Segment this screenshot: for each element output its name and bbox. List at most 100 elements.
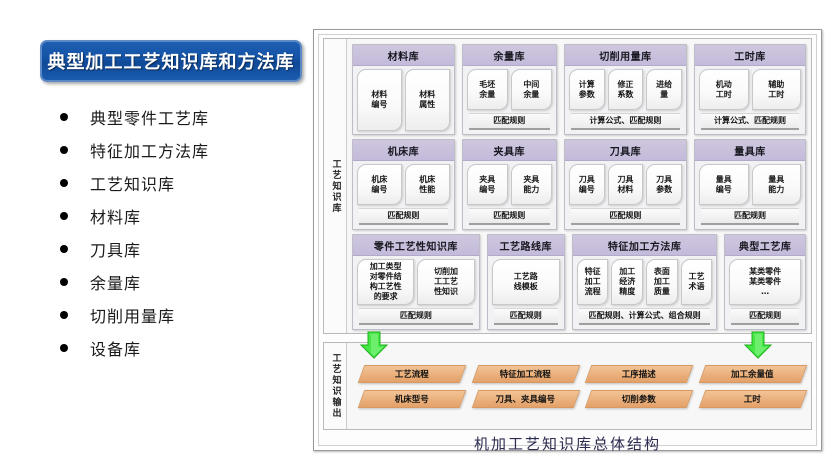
diagram-caption: 机加工艺知识库总体结构 [473,435,661,453]
kb-box[interactable]: 典型工艺库 某类零件 某类零件… 匹配规则 [724,234,806,330]
output-item[interactable]: 特征加工流程 [471,364,580,383]
kb-card[interactable]: 刀具 编号 [568,164,605,205]
kb-card[interactable]: 毛坯 余量 [466,69,508,110]
list-item: 特征加工方法库 [60,133,300,166]
kb-box[interactable]: 量具库 量具 编号 量具 能力 匹配规则 [694,139,806,230]
kb-card[interactable]: 刀具 材料 [607,164,644,205]
list-item-label: 设备库 [90,339,142,359]
output-item[interactable]: 加工余量值 [698,364,807,383]
output-item[interactable]: 工艺流程 [357,364,466,383]
kb-card-row: 加工类型 对零件结 构工艺性 的要求 切削加 工工艺 性知识 [357,259,475,305]
kb-box-title: 刀具库 [564,140,687,161]
kb-card[interactable]: 进给量 [646,69,683,110]
kb-rule-label: 匹配规则、计算公式、组合规则 [578,308,711,325]
kb-card[interactable]: 加工类型 对零件结 构工艺性 的要求 [357,259,415,305]
knowledge-base-rows: 材料库 材料 编号 材料 属性 余量库 毛坯 余量 中间 余量 匹配规则 切削用量库 计算 参数 修正 系数进… [347,39,811,333]
kb-card[interactable]: 机床 性能 [404,164,450,205]
kb-box-body: 机床 编号 机床 性能 匹配规则 [353,161,454,229]
bullet-dot-icon [60,145,68,154]
kb-card[interactable]: 机床 编号 [357,164,402,205]
kb-card[interactable]: 机动 工时 [699,69,749,110]
kb-card-row: 毛坯 余量 中间 余量 [466,69,552,110]
kb-card[interactable]: 材料 编号 [357,69,402,131]
output-row: 工艺流程 特征加工流程 工序描述 加工余量值 [357,364,807,383]
list-item: 刀具库 [60,232,300,265]
kb-box[interactable]: 刀具库刀具 编号 刀具 材料 刀具 参数匹配规则 [563,139,688,230]
kb-box[interactable]: 切削用量库 计算 参数 修正 系数 进给量计算公式、匹配规则 [563,44,688,135]
kb-box-title: 机床库 [353,140,454,161]
slide-title-banner: 典型加工工艺知识库和方法库 [40,40,302,82]
bullet-dot-icon [60,244,68,253]
kb-card-row: 刀具 编号 刀具 材料 刀具 参数 [568,164,683,205]
kb-box[interactable]: 夹具库 夹具 编号 夹具 能力 匹配规则 [461,139,557,230]
kb-card[interactable]: 中间 余量 [510,69,552,110]
bullet-dot-icon [60,178,68,187]
kb-box-body: 毛坯 余量 中间 余量 匹配规则 [463,66,556,134]
kb-card[interactable]: 量具 能力 [751,164,802,205]
kb-box[interactable]: 机床库 机床 编号 机床 性能 匹配规则 [352,139,455,230]
output-side-label-text: 工艺知识输出 [330,353,341,419]
knowledge-base-side-label-text: 工艺知识库 [330,158,341,214]
list-item: 工艺知识库 [60,166,300,199]
kb-card[interactable]: 夹具 编号 [466,164,508,205]
kb-card-row: 工艺路 线模板 [491,259,560,305]
kb-box-title: 零件工艺性知识库 [353,235,479,256]
knowledge-base-side-label: 工艺知识库 [324,39,347,333]
kb-card[interactable]: 夹具 能力 [510,164,552,205]
bullet-dot-icon [60,211,68,220]
output-side-label: 工艺知识输出 [324,343,347,429]
kb-card[interactable]: 刀具 参数 [646,164,683,205]
output-region: 工艺知识输出 工艺流程 特征加工流程 工序描述 加工余量值机床型号 刀具、夹具编号 切削参… [323,342,812,430]
down-arrow-icon [743,331,773,359]
list-item: 典型零件工艺库 [60,100,300,133]
output-item[interactable]: 工序描述 [584,364,693,383]
kb-card[interactable]: 辅助 工时 [751,69,802,110]
kb-box-title: 工艺路线库 [487,235,564,256]
output-item[interactable]: 刀具、夹具编号 [471,389,580,408]
down-arrow-icon [359,331,389,359]
kb-box[interactable]: 特征加工方法库 特征 加工 流程 加工 经济 精度 表面 加工 质量 工艺 术语 匹配规则、计算公式、组… [571,234,718,330]
list-item: 设备库 [60,331,300,364]
kb-rule-label: 匹配规则 [359,308,473,325]
output-item-label: 切削参数 [621,394,656,405]
kb-card[interactable]: 表面 加工 质量 [646,259,678,305]
kb-rule-label: 计算公式、匹配规则 [570,113,681,130]
kb-card[interactable]: 量具 编号 [699,164,749,205]
kb-card[interactable]: 特征 加工 流程 [576,259,609,305]
kb-box[interactable]: 材料库 材料 编号 材料 属性 [352,44,455,135]
kb-card-row: 夹具 编号 夹具 能力 [466,164,552,205]
kb-card[interactable]: 工艺路 线模板 [491,259,560,305]
kb-box[interactable]: 余量库 毛坯 余量 中间 余量 匹配规则 [461,44,557,135]
kb-box-body: 计算 参数 修正 系数 进给量计算公式、匹配规则 [565,66,686,134]
output-grid: 工艺流程 特征加工流程 工序描述 加工余量值机床型号 刀具、夹具编号 切削参数 工时 [347,343,811,429]
kb-card[interactable]: 修正 系数 [607,69,644,110]
kb-box[interactable]: 工时库 机动 工时 辅助 工时 计算公式、匹配规则 [694,44,806,135]
knowledge-base-row: 零件工艺性知识库 加工类型 对零件结 构工艺性 的要求 切削加 工工艺 性知识 匹配规则 工艺路线… [352,234,806,330]
kb-box-body: 夹具 编号 夹具 能力匹配规则 [463,161,556,229]
output-row: 机床型号 刀具、夹具编号 切削参数 工时 [357,389,807,408]
kb-card[interactable]: 某类零件 某类零件… [729,259,801,305]
kb-rule-label: 计算公式、匹配规则 [701,113,799,130]
kb-card[interactable]: 切削加 工工艺 性知识 [417,259,475,305]
kb-box[interactable]: 工艺路线库 工艺路 线模板 匹配规则 [486,234,565,330]
kb-card[interactable]: 工艺 术语 [680,259,713,305]
page-title: 典型加工工艺知识库和方法库 [47,52,295,73]
output-item-label: 特征加工流程 [499,369,551,380]
diagram-frame: 工艺知识库 材料库 材料 编号 材料 属性 余量库 毛坯 余量 中间 余量 匹配规则 切削用量库 计算参… [318,34,817,453]
kb-card[interactable]: 材料 属性 [404,69,450,131]
output-item[interactable]: 切削参数 [584,389,693,408]
slide-left-column: 典型加工工艺知识库和方法库 典型零件工艺库 特征加工方法库 工艺知识库 材料库 … [0,0,302,467]
kb-box-body: 特征 加工 流程 加工 经济 精度 表面 加工 质量 工艺 术语匹配规则、计算公式、组合规则 [573,256,716,329]
kb-card-row: 计算 参数 修正 系数 进给量 [568,69,683,110]
output-item-label: 工时 [743,394,761,405]
output-item-label: 刀具、夹具编号 [495,394,555,405]
kb-rule-label: 匹配规则 [468,208,550,225]
kb-card-row: 机动 工时 辅助 工时 [699,69,802,110]
kb-card[interactable]: 计算 参数 [568,69,605,110]
kb-box[interactable]: 零件工艺性知识库加工类型 对零件结 构工艺性 的要求 切削加 工工艺 性知识匹配规则 [352,234,480,330]
output-item-label: 工序描述 [621,369,656,380]
output-item[interactable]: 工时 [698,389,807,408]
kb-card[interactable]: 加工 经济 精度 [611,259,644,305]
output-item[interactable]: 机床型号 [357,389,466,408]
kb-rule-label: 匹配规则 [570,208,681,225]
